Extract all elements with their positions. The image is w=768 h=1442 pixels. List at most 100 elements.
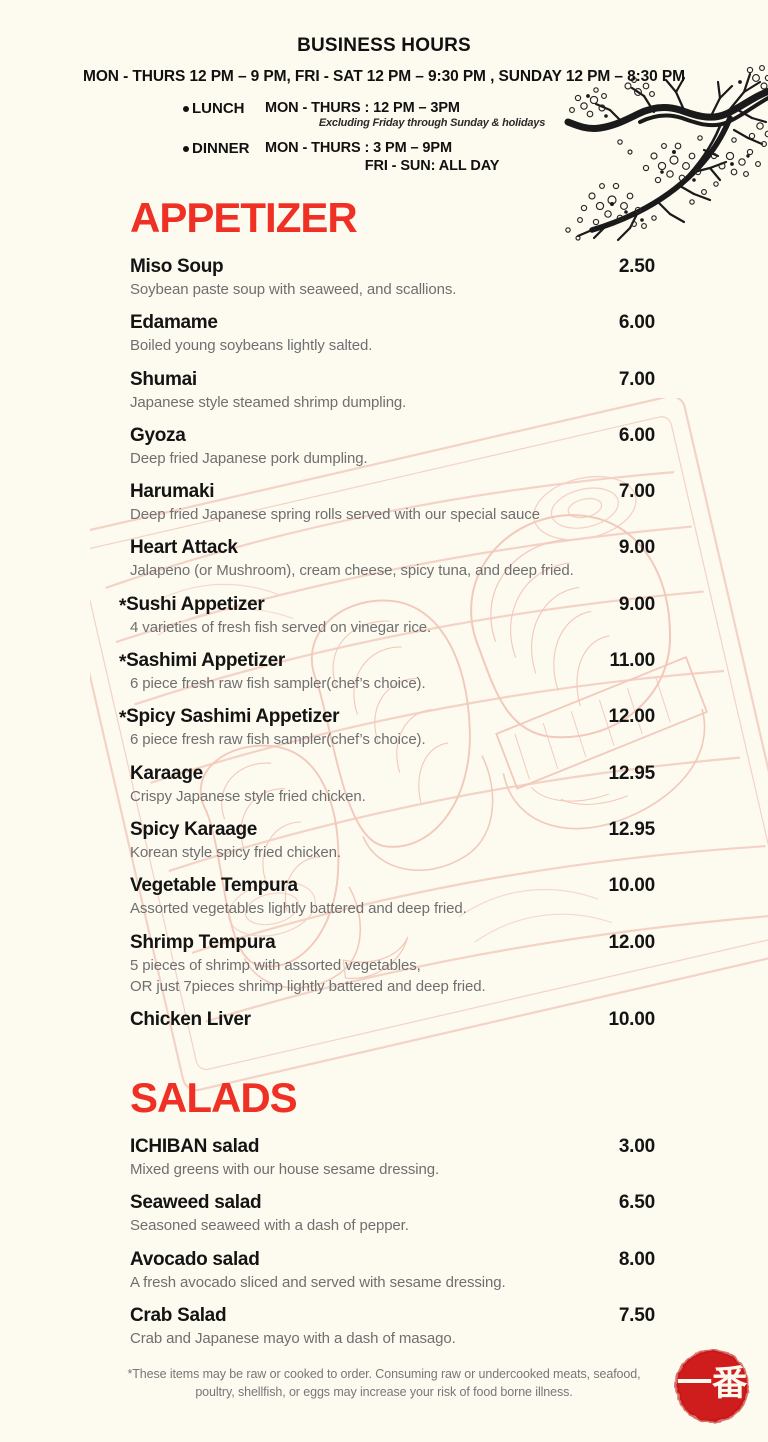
menu-item-head: Gyoza 6.00	[130, 425, 655, 447]
menu-item-head: ICHIBAN salad 3.00	[130, 1136, 655, 1158]
menu-item-name-text: Shumai	[130, 368, 197, 390]
menu-item-head: Vegetable Tempura 10.00	[130, 875, 655, 897]
lunch-label: LUNCH	[192, 100, 245, 117]
menu-item-name: Gyoza	[130, 425, 186, 447]
menu-item-name: Shrimp Tempura	[130, 931, 276, 954]
menu-item-name: Heart Attack	[130, 537, 238, 559]
menu-item-name: Crab Salad	[130, 1305, 227, 1327]
menu-item-name-text: Heart Attack	[130, 537, 238, 559]
menu-item-name-text: Sushi Appetizer	[126, 593, 265, 615]
ichiban-logo-stamp: 一番	[675, 1349, 749, 1423]
menu-item: *Sashimi Appetizer 11.00 6 piece fresh raw…	[119, 650, 656, 694]
menu-item-name-text: Chicken Liver	[130, 1009, 251, 1031]
menu-item-name: Shumai	[130, 369, 197, 391]
menu-item: Karaage 12.95 Crispy Japanese style fried …	[130, 763, 655, 807]
meal-hours-table: LUNCH MON - THURS : 12 PM – 3PM Excludin…	[169, 100, 599, 174]
menu-item-name-text: Seaweed salad	[130, 1192, 262, 1214]
menu-item: Vegetable Tempura 10.00 Assorted vegetable…	[130, 875, 655, 919]
menu-item-name: *Spicy Sashimi Appetizer	[119, 706, 339, 729]
menu-item-price: 12.00	[608, 931, 655, 953]
menu-item-name: Seaweed salad	[130, 1192, 262, 1214]
menu-item-name: Spicy Karaage	[130, 819, 257, 841]
menu-item-head: Shumai 7.00	[130, 369, 655, 391]
menu-item-price: 7.50	[618, 1305, 655, 1327]
menu-item-name: Avocado salad	[130, 1249, 260, 1271]
menu-item-price: 7.00	[618, 481, 655, 503]
dinner-detail: MON - THURS : 3 PM – 9PM FRI - SUN: ALL …	[265, 140, 599, 174]
dinner-hours-weekend: FRI - SUN: ALL DAY	[364, 158, 500, 174]
menu-item-name: ICHIBAN salad	[130, 1136, 259, 1158]
menu-item-description: Jalapeno (or Mushroom), cream cheese, sp…	[130, 562, 574, 580]
menu-item-description: A fresh avocado sliced and served with s…	[130, 1273, 506, 1291]
menu-item-description: 4 varieties of fresh fish served on vine…	[130, 618, 432, 636]
menu-item-price: 2.50	[618, 256, 655, 277]
menu-item-name-text: Vegetable Tempura	[130, 875, 298, 897]
menu-item-description: Seasoned seaweed with a dash of pepper.	[130, 1217, 409, 1235]
menu-item-description: Soybean paste soup with seaweed, and sca…	[130, 281, 457, 298]
menu-item-description: 6 piece fresh raw fish sampler(chef’s ch…	[130, 675, 426, 693]
menu-item: Gyoza 6.00 Deep fried Japanese pork dumpli…	[130, 425, 655, 469]
menu-item: Crab Salad 7.50 Crab and Japanese mayo wit…	[130, 1305, 655, 1349]
menu-item: Miso Soup 2.50 Soybean paste soup with sea…	[130, 256, 655, 300]
menu-item: *Spicy Sashimi Appetizer 12.00 6 piece fre…	[119, 706, 655, 750]
raw-item-asterisk-icon: *	[119, 708, 127, 730]
menu-item-description: Japanese style steamed shrimp dumpling.	[130, 393, 407, 411]
footer: *These items may be raw or cooked to ord…	[0, 1365, 768, 1403]
menu-item-description: Boiled young soybeans lightly salted.	[130, 337, 373, 355]
menu-item-head: *Spicy Sashimi Appetizer 12.00	[119, 706, 655, 729]
menu-item-name-text: Shrimp Tempura	[130, 931, 276, 953]
menu-item-head: *Sashimi Appetizer 11.00	[119, 650, 656, 673]
menu-item: Harumaki 7.00 Deep fried Japanese spring r…	[130, 481, 655, 525]
menu-item-price: 11.00	[609, 650, 656, 672]
menu-item-price: 9.00	[618, 593, 655, 615]
menu-item-description: 5 pieces of shrimp with assorted vegetab…	[130, 956, 486, 995]
menu-item: Heart Attack 9.00 Jalapeno (or Mushroom), …	[130, 537, 655, 581]
menu-item: *Sushi Appetizer 9.00 4 varieties of fresh…	[119, 593, 655, 638]
menu-item-price: 12.95	[608, 762, 655, 784]
menu-item-name: Chicken Liver	[130, 1009, 251, 1031]
lunch-note: Excluding Friday through Sunday & holida…	[318, 117, 546, 129]
menu-item-price: 3.00	[618, 1136, 655, 1158]
menu-item-name: Vegetable Tempura	[130, 875, 298, 897]
raw-item-asterisk-icon: *	[119, 595, 127, 617]
menu-item-head: Harumaki 7.00	[130, 481, 655, 503]
menu-item: Seaweed salad 6.50 Seasoned seaweed with a…	[130, 1192, 655, 1236]
menu-item-description: Mixed greens with our house sesame dress…	[130, 1161, 440, 1179]
menu-item-name-text: Spicy Sashimi Appetizer	[126, 706, 340, 728]
raw-item-asterisk-icon: *	[119, 652, 127, 674]
menu-item-description: Korean style spicy fried chicken.	[130, 843, 341, 861]
menu-item-head: *Sushi Appetizer 9.00	[119, 593, 655, 617]
menu-item-name: *Sushi Appetizer	[119, 594, 265, 617]
menu-item-name: Harumaki	[130, 481, 215, 503]
menu-item-name-text: Karaage	[130, 762, 203, 784]
menu-section-salads: SALADS ICHIBAN salad 3.00 Mixed greens wit…	[0, 1077, 768, 1349]
menu-item-description: Deep fried Japanese spring rolls served …	[130, 506, 540, 524]
section-title-salads: SALADS	[130, 1074, 298, 1122]
menu-item-name-text: Harumaki	[130, 481, 215, 503]
menu-item-head: Crab Salad 7.50	[130, 1305, 655, 1327]
menu-item: ICHIBAN salad 3.00 Mixed greens with our h…	[130, 1136, 655, 1180]
lunch-hours: MON - THURS : 12 PM – 3PM	[265, 100, 460, 116]
business-hours-title: BUSINESS HOURS	[297, 35, 471, 56]
menu-item-description: Deep fried Japanese pork dumpling.	[130, 449, 368, 467]
menu-item-name-text: ICHIBAN salad	[130, 1136, 260, 1158]
raw-food-disclaimer: *These items may be raw or cooked to ord…	[127, 1366, 641, 1400]
lunch-label-group: LUNCH	[169, 100, 265, 117]
menu-item: Edamame 6.00 Boiled young soybeans lightly…	[130, 312, 655, 356]
menu-item: Shrimp Tempura 12.00 5 pieces of shrimp wi…	[130, 932, 655, 998]
menu-item-name: Miso Soup	[130, 256, 224, 278]
item-list-salads: ICHIBAN salad 3.00 Mixed greens with our h…	[130, 1136, 655, 1349]
menu-item: Avocado salad 8.00 A fresh avocado sliced …	[130, 1249, 655, 1293]
menu-section-appetizer: APPETIZER Miso Soup 2.50 Soybean paste sou…	[0, 197, 768, 1031]
menu-item: Chicken Liver 10.00	[130, 1009, 655, 1031]
bullet-icon	[183, 105, 189, 112]
menu-item-head: Spicy Karaage 12.95	[130, 819, 655, 841]
menu-item-head: Heart Attack 9.00	[130, 537, 655, 559]
menu-item-price: 9.00	[618, 537, 655, 559]
business-hours-block: BUSINESS HOURS MON - THURS 12 PM – 9 PM,…	[0, 0, 768, 174]
lunch-hours-row: LUNCH MON - THURS : 12 PM – 3PM Excludin…	[169, 100, 599, 129]
menu-item-name-text: Edamame	[130, 312, 218, 334]
menu-item-price: 8.00	[618, 1248, 655, 1270]
dinner-hours: MON - THURS : 3 PM – 9PM	[265, 140, 452, 156]
